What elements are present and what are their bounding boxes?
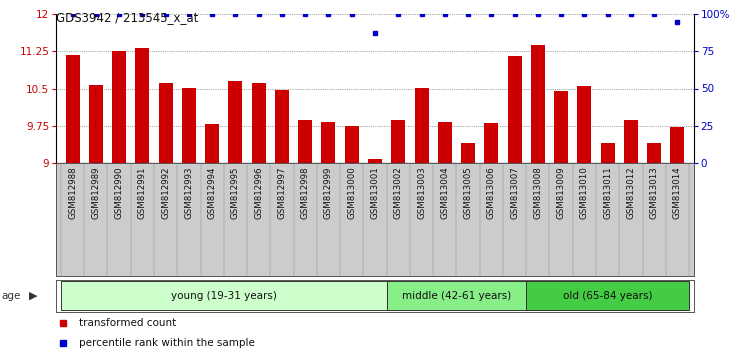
Bar — [484, 123, 498, 163]
Text: GSM812997: GSM812997 — [278, 166, 286, 219]
Bar — [252, 82, 266, 163]
Text: GSM812993: GSM812993 — [184, 166, 194, 219]
Bar — [461, 143, 475, 163]
Bar — [229, 81, 242, 163]
Bar — [554, 91, 568, 163]
Text: GSM813003: GSM813003 — [417, 166, 426, 219]
Bar — [65, 55, 80, 163]
Text: young (19-31 years): young (19-31 years) — [171, 291, 277, 301]
Text: GSM812996: GSM812996 — [254, 166, 263, 219]
Text: middle (42-61 years): middle (42-61 years) — [402, 291, 511, 301]
Bar — [322, 122, 335, 163]
Text: GSM813006: GSM813006 — [487, 166, 496, 219]
Bar — [275, 90, 289, 163]
Bar — [182, 87, 196, 163]
Bar — [526, 281, 689, 310]
Text: GSM812988: GSM812988 — [68, 166, 77, 219]
Bar — [647, 143, 662, 163]
Text: GSM813007: GSM813007 — [510, 166, 519, 219]
Bar — [61, 281, 387, 310]
Text: percentile rank within the sample: percentile rank within the sample — [79, 337, 254, 348]
Text: GSM812992: GSM812992 — [161, 166, 170, 219]
Bar — [298, 120, 312, 163]
Text: GSM813014: GSM813014 — [673, 166, 682, 219]
Text: GSM812990: GSM812990 — [115, 166, 124, 219]
Text: GSM812989: GSM812989 — [92, 166, 100, 219]
Bar — [206, 124, 219, 163]
Text: GSM812991: GSM812991 — [138, 166, 147, 219]
Text: GSM812995: GSM812995 — [231, 166, 240, 219]
Bar — [624, 120, 638, 163]
Bar — [531, 45, 544, 163]
Text: transformed count: transformed count — [79, 318, 176, 329]
Bar — [438, 122, 452, 163]
Text: GSM813010: GSM813010 — [580, 166, 589, 219]
Bar — [88, 85, 103, 163]
Bar — [392, 120, 405, 163]
Bar — [368, 159, 382, 163]
Text: GSM813008: GSM813008 — [533, 166, 542, 219]
Text: old (65-84 years): old (65-84 years) — [563, 291, 652, 301]
Text: GSM812994: GSM812994 — [208, 166, 217, 219]
Bar — [601, 143, 615, 163]
Text: GSM813000: GSM813000 — [347, 166, 356, 219]
Text: GSM813013: GSM813013 — [650, 166, 658, 219]
Bar — [387, 281, 526, 310]
Text: GSM812999: GSM812999 — [324, 166, 333, 219]
Text: GSM813002: GSM813002 — [394, 166, 403, 219]
Bar — [112, 51, 126, 163]
Text: GDS3942 / 213545_x_at: GDS3942 / 213545_x_at — [56, 11, 199, 24]
Text: GSM813012: GSM813012 — [626, 166, 635, 219]
Bar — [578, 86, 592, 163]
Text: GSM812998: GSM812998 — [301, 166, 310, 219]
Text: GSM813005: GSM813005 — [464, 166, 472, 219]
Bar — [508, 56, 521, 163]
Bar — [158, 82, 172, 163]
Bar — [670, 127, 685, 163]
Text: GSM813009: GSM813009 — [556, 166, 566, 219]
Text: ▶: ▶ — [28, 291, 37, 301]
Text: GSM813001: GSM813001 — [370, 166, 380, 219]
Bar — [345, 126, 358, 163]
Bar — [415, 87, 428, 163]
Bar — [135, 48, 149, 163]
Text: GSM813011: GSM813011 — [603, 166, 612, 219]
Text: age: age — [2, 291, 21, 301]
Text: GSM813004: GSM813004 — [440, 166, 449, 219]
